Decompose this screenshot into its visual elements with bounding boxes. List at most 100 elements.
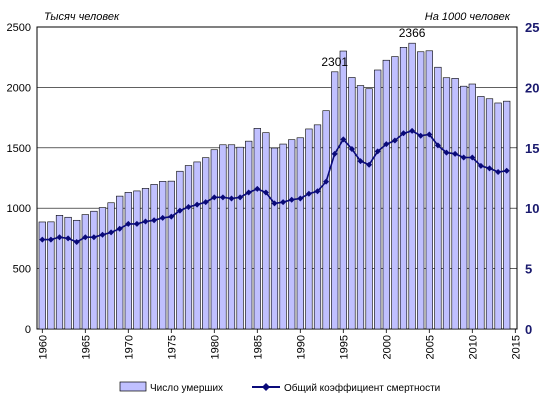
legend: Число умерших Общий коэффициент смертнос…: [119, 381, 440, 394]
line-point: [443, 149, 450, 156]
bar: [288, 139, 296, 330]
left-axis-ticks: 0 500 1000 1500 2000 2500: [7, 22, 31, 336]
line-point: [314, 188, 321, 195]
peak-annotation: 2301: [321, 55, 348, 69]
bar: [193, 161, 201, 330]
line-point: [460, 154, 467, 161]
line-point: [194, 201, 201, 208]
bar: [494, 102, 502, 330]
left-tick-label: 0: [25, 324, 31, 336]
bar: [425, 50, 433, 330]
line-point: [469, 154, 476, 161]
x-tick-label: 1960: [37, 335, 49, 359]
bar: [382, 59, 390, 330]
line-point: [400, 130, 407, 137]
line-point: [254, 185, 261, 192]
x-tick-label: 2015: [510, 335, 522, 359]
line-point: [125, 220, 132, 227]
bar: [47, 221, 55, 330]
bar: [184, 165, 193, 330]
line-point: [47, 236, 54, 243]
x-tick-label: 1985: [252, 335, 264, 359]
line-point: [133, 220, 140, 227]
line-point: [391, 137, 398, 144]
peak-annotation: 2366: [399, 26, 426, 40]
right-tick-label: 15: [525, 141, 539, 156]
bar: [176, 170, 184, 330]
right-tick-label: 20: [525, 80, 539, 95]
line-point: [151, 217, 158, 224]
bar: [270, 147, 279, 330]
bar: [477, 96, 485, 330]
line-point: [245, 189, 252, 196]
bar: [348, 77, 356, 330]
bar: [356, 85, 365, 330]
line-point: [99, 231, 106, 238]
line-point: [185, 203, 192, 210]
annotations: 2301 2366: [321, 26, 425, 69]
line-point: [323, 178, 330, 185]
legend-line-marker: [262, 383, 270, 391]
bar: [107, 202, 115, 330]
bar: [159, 181, 167, 330]
line-point: [82, 234, 89, 241]
bar: [124, 192, 132, 330]
bar: [167, 180, 175, 330]
bar: [468, 83, 476, 330]
legend-bar-swatch: [119, 381, 147, 392]
bar: [219, 144, 227, 330]
bar: [434, 66, 442, 330]
x-tick-label: 2005: [424, 335, 436, 359]
bar: [460, 85, 468, 330]
bar: [236, 146, 244, 330]
line-point: [374, 148, 381, 155]
bar: [442, 77, 451, 330]
x-tick-label: 2010: [467, 335, 479, 359]
line-markers: [39, 127, 510, 246]
bar: [485, 98, 494, 330]
bar: [90, 210, 98, 330]
bar: [81, 214, 89, 330]
bar: [245, 140, 253, 330]
line-point: [90, 234, 97, 241]
left-tick-label: 1500: [7, 143, 31, 155]
bar: [279, 143, 287, 330]
line-point: [305, 190, 312, 197]
line-point: [297, 195, 304, 202]
line-point: [357, 158, 364, 165]
line-point: [168, 213, 175, 220]
bar: [210, 149, 218, 330]
line-point: [262, 189, 269, 196]
x-axis-ticks: 1960 1965 1970 1975 1980 1985 1990 1995 2000 2005…: [37, 329, 522, 359]
left-tick-label: 1000: [7, 203, 31, 215]
bar-series: [38, 42, 511, 330]
bar: [73, 219, 81, 330]
bar: [331, 71, 339, 330]
line-point: [434, 142, 441, 149]
line-point: [409, 127, 416, 134]
left-tick-label: 2500: [7, 22, 31, 34]
bar: [365, 88, 373, 330]
line-point: [56, 234, 63, 241]
x-tick-label: 1990: [295, 335, 307, 359]
x-tick-label: 1980: [209, 335, 221, 359]
bar: [503, 100, 511, 330]
line-point: [486, 165, 493, 172]
line-point: [417, 132, 424, 139]
line-point: [383, 141, 390, 148]
bar: [150, 184, 158, 330]
bar: [296, 137, 304, 330]
right-axis-ticks: 0 5 10 15 20 25: [525, 20, 539, 337]
bar: [55, 215, 64, 330]
line-point: [452, 150, 459, 157]
right-tick-label: 10: [525, 201, 539, 216]
bar: [417, 51, 425, 330]
line-point: [331, 150, 338, 157]
legend-line-label: Общий коэффициент смертности: [284, 382, 440, 394]
right-tick-label: 0: [525, 322, 532, 337]
x-tick-label: 1965: [80, 335, 92, 359]
right-axis-title: На 1000 человек: [425, 11, 511, 23]
bar: [391, 56, 399, 330]
bar: [305, 128, 313, 330]
